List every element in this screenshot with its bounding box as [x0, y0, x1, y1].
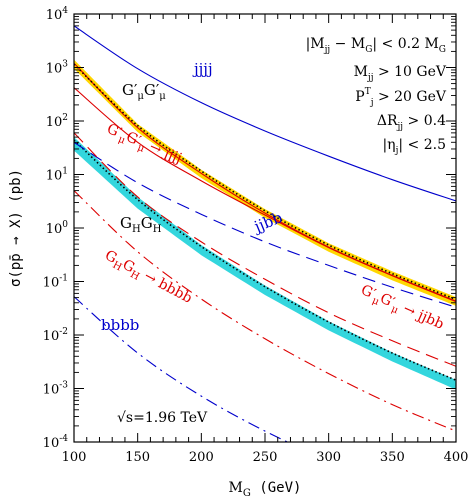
x-tick-label: 250 — [253, 450, 278, 465]
x-tick-label: 300 — [316, 450, 341, 465]
y-tick-label: 102 — [46, 113, 68, 130]
y-tick-label: 104 — [46, 6, 69, 23]
y-tick-label: 101 — [46, 167, 68, 184]
label-jjbb: jjbb — [250, 208, 285, 236]
x-tick-label: 150 — [125, 450, 150, 465]
y-tick-label: 10-4 — [43, 434, 69, 451]
y-axis-title: σ(pp̄ → X) (pb) — [8, 169, 24, 287]
label-gmu: G′μG′μ — [122, 81, 166, 102]
series-lines — [74, 25, 456, 442]
x-tick-label: 200 — [189, 450, 214, 465]
label-gh-bbbb: GHGH → bbbb — [101, 247, 195, 309]
label-gh: GHGH — [120, 214, 162, 235]
curve-jjbb_bg — [74, 141, 456, 308]
x-tick-label: 400 — [444, 450, 469, 465]
x-tick-label: 350 — [380, 450, 405, 465]
cut-label: |ηj| < 2.5 — [382, 137, 446, 156]
energy-label: √s=1.96 TeV — [117, 410, 208, 426]
annotations: |Mjj − MG| < 0.2 MG Mjj > 10 GeV PTj > 20 … — [101, 36, 447, 426]
axes: 100 150 200 250 300 350 400 104 103 102 101 100 10-1… — [8, 6, 468, 496]
cut-label: ΔRjj > 0.4 — [377, 113, 446, 132]
label-jjjj: jjjj — [192, 60, 213, 78]
y-tick-label: 100 — [46, 220, 69, 237]
y-tick-label: 10-1 — [43, 274, 68, 291]
curve-gh_bbbb — [74, 190, 456, 432]
x-tick-label: 100 — [62, 450, 87, 465]
curve-gmu_dotted — [74, 63, 456, 301]
y-tick-label: 10-2 — [43, 327, 68, 344]
curve-gmu_jjbb — [74, 132, 456, 367]
cut-label: Mjj > 10 GeV — [354, 64, 447, 83]
curve-bbbb_bg — [74, 296, 289, 442]
curve-jjjj_bg — [74, 25, 456, 202]
y-tick-label: 10-3 — [43, 381, 69, 398]
y-tick-label: 103 — [46, 60, 69, 77]
cut-label: |Mjj − MG| < 0.2 MG — [306, 36, 446, 55]
x-axis-title: MG (GeV) — [229, 480, 302, 496]
curve-gh_dotted — [74, 139, 456, 381]
cut-label: PTj > 20 GeV — [355, 87, 447, 108]
curve-gmu_jjjj — [74, 87, 456, 303]
label-bbbb: bbbb — [101, 316, 139, 334]
label-gmu-jjjj: G′μG′μ → jjjj — [103, 121, 184, 170]
